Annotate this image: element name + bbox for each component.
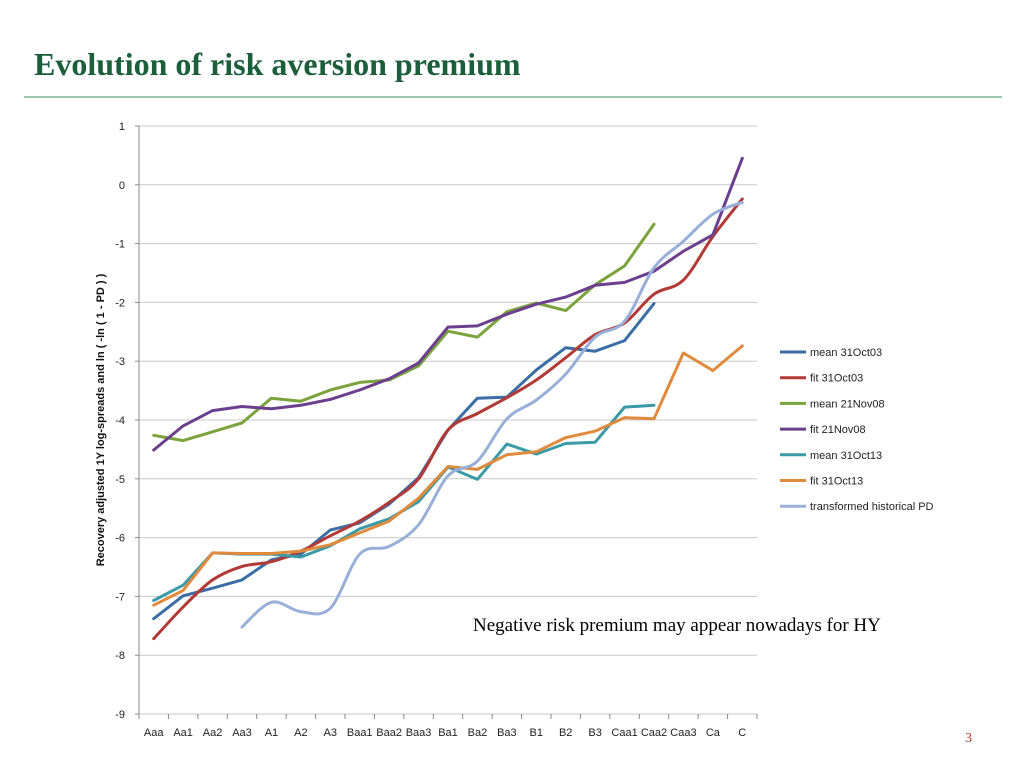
series-lines: [152, 156, 744, 641]
x-tick-label: Caa2: [641, 727, 667, 739]
x-tick-label: Aa2: [203, 727, 223, 739]
gridlines: [139, 125, 757, 715]
x-tick-label: Aaa: [144, 727, 164, 739]
y-tick-label: -9: [115, 709, 125, 721]
y-tick-label: 1: [119, 121, 125, 133]
x-tick-label: Ba2: [468, 727, 488, 739]
legend: mean 31Oct03 fit 31Oct03 mean 21Nov08 fit 2…: [780, 347, 934, 513]
x-tick-label: Aa1: [173, 727, 193, 739]
x-tick-label: Ca: [706, 727, 721, 739]
series-line-1: [152, 197, 744, 641]
y-axis-label: Recovery adjusted 1Y log-spreads and ln …: [95, 273, 107, 566]
y-tick-label: -7: [115, 591, 125, 603]
x-tick-label: Baa1: [347, 727, 373, 739]
series-line-3: [152, 156, 744, 452]
y-tick-label: -3: [115, 356, 125, 368]
y-tick-label: -4: [115, 415, 125, 427]
y-tick-label: -8: [115, 650, 125, 662]
y-tick-label: -6: [115, 533, 125, 545]
y-tick-label: -2: [115, 297, 125, 309]
x-tick-label: A2: [294, 727, 307, 739]
legend-label: fit 31Oct13: [810, 476, 863, 488]
axes: 1 0 -1 -2 -3 -4 -5 -6 -7 -8 -9 Aaa Aa1 Aa2 Aa3 A1 A2 A3 Ba…: [115, 121, 758, 739]
x-tick-label: C: [738, 727, 746, 739]
y-tick-label: -5: [115, 474, 125, 486]
x-tick-label: B3: [588, 727, 601, 739]
x-tick-label: Baa2: [376, 727, 402, 739]
x-tick-label: A1: [265, 727, 278, 739]
x-tick-label: Aa3: [232, 727, 252, 739]
legend-label: fit 31Oct03: [810, 373, 863, 385]
legend-label: transformed historical PD: [810, 501, 934, 513]
x-tick-label: B2: [559, 727, 572, 739]
y-tick-label: -1: [115, 239, 125, 251]
series-line-5: [152, 344, 744, 607]
x-tick-label: Caa3: [670, 727, 696, 739]
legend-label: mean 31Oct13: [810, 450, 882, 462]
title-divider: [24, 96, 1002, 98]
series-line-6: [240, 200, 744, 629]
legend-label: mean 21Nov08: [810, 398, 885, 410]
annotation-text: Negative risk premium may appear nowaday…: [473, 615, 881, 636]
x-tick-label: A3: [324, 727, 337, 739]
x-tick-label: Ba3: [497, 727, 517, 739]
x-tick-label: Ba1: [438, 727, 458, 739]
legend-label: mean 31Oct03: [810, 347, 882, 359]
legend-label: fit 21Nov08: [810, 424, 866, 436]
y-tick-label: 0: [119, 180, 125, 192]
page-number: 3: [965, 731, 972, 746]
slide-title: Evolution of risk aversion premium: [34, 46, 521, 82]
x-tick-label: Caa1: [611, 727, 637, 739]
x-tick-label: B1: [530, 727, 543, 739]
series-line-2: [152, 222, 656, 443]
x-tick-label: Baa3: [406, 727, 432, 739]
